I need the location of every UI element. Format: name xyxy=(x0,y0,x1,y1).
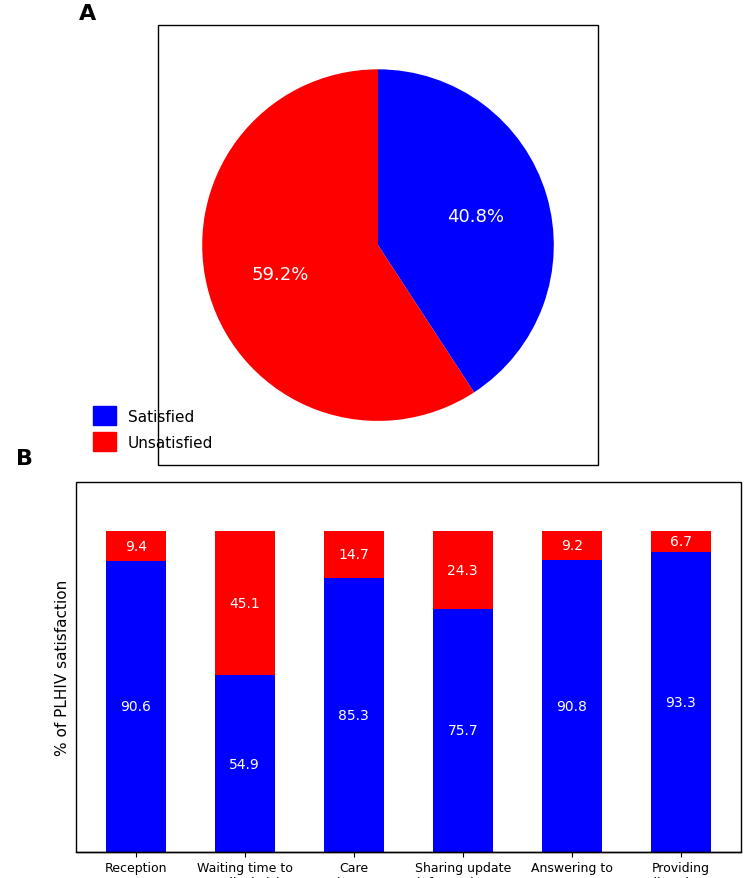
Bar xyxy=(76,483,741,852)
Bar xyxy=(324,578,384,852)
Text: B: B xyxy=(16,448,33,468)
Legend: Satisfied, Unsatisfied: Satisfied, Unsatisfied xyxy=(87,400,219,457)
Text: 54.9: 54.9 xyxy=(229,757,260,771)
Text: 90.6: 90.6 xyxy=(120,700,151,714)
Text: 14.7: 14.7 xyxy=(339,548,369,562)
Bar xyxy=(542,531,602,560)
Text: A: A xyxy=(79,4,97,25)
Text: 6.7: 6.7 xyxy=(670,535,692,549)
Bar xyxy=(542,560,602,852)
Bar xyxy=(106,561,166,852)
Bar xyxy=(324,531,384,578)
Text: 45.1: 45.1 xyxy=(229,596,260,610)
Text: 90.8: 90.8 xyxy=(556,699,587,713)
Text: 24.3: 24.3 xyxy=(448,563,478,577)
Text: 40.8%: 40.8% xyxy=(448,208,504,226)
Bar xyxy=(215,531,274,675)
Bar xyxy=(651,531,711,552)
Text: 93.3: 93.3 xyxy=(665,695,696,709)
Bar xyxy=(432,609,493,852)
Y-axis label: % of PLHIV satisfaction: % of PLHIV satisfaction xyxy=(55,579,70,755)
Bar xyxy=(215,675,274,852)
Bar xyxy=(432,531,493,609)
Text: 85.3: 85.3 xyxy=(339,708,369,722)
Wedge shape xyxy=(202,70,474,421)
Text: 59.2%: 59.2% xyxy=(252,266,309,284)
Text: 9.4: 9.4 xyxy=(125,539,147,553)
Bar xyxy=(651,552,711,852)
Text: 9.2: 9.2 xyxy=(561,539,583,553)
Wedge shape xyxy=(378,70,554,393)
Text: 75.7: 75.7 xyxy=(448,723,478,738)
Bar xyxy=(158,26,598,465)
Bar xyxy=(106,531,166,561)
